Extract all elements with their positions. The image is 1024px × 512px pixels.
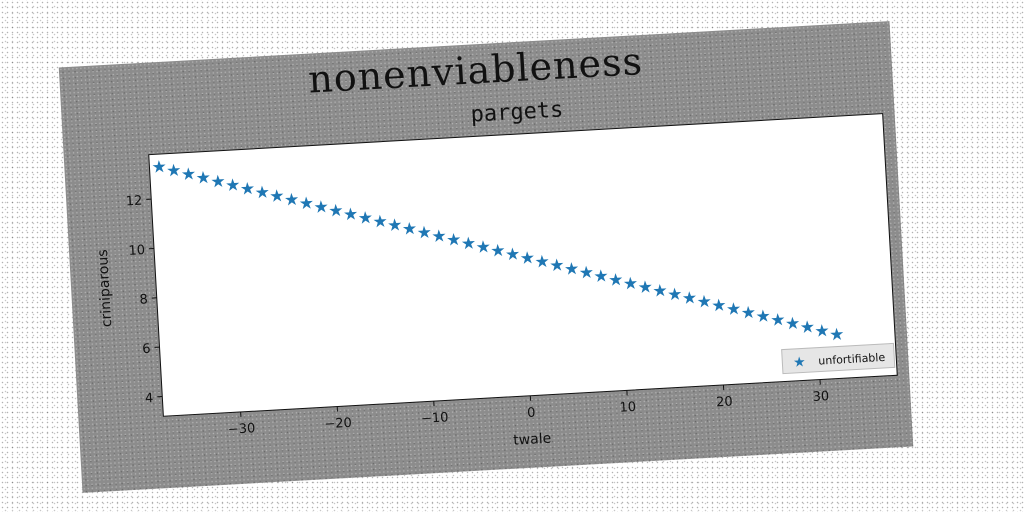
data-point: ★ xyxy=(180,164,196,185)
legend-marker: ★ xyxy=(793,354,806,371)
x-tick-label: 10 xyxy=(619,400,636,416)
data-point: ★ xyxy=(814,321,830,342)
data-point: ★ xyxy=(431,226,447,247)
y-tick-label: 6 xyxy=(142,342,151,357)
y-tick-label: 12 xyxy=(125,194,142,210)
data-point: ★ xyxy=(593,266,609,287)
data-point: ★ xyxy=(785,314,801,335)
data-point: ★ xyxy=(799,317,815,338)
data-point: ★ xyxy=(357,208,373,229)
data-point: ★ xyxy=(519,248,535,269)
x-axis-label: twale xyxy=(513,431,552,449)
y-tick-label: 10 xyxy=(128,243,145,259)
data-point: ★ xyxy=(490,241,506,262)
data-point: ★ xyxy=(387,215,403,236)
y-axis: 4 6 8 10 12 xyxy=(125,194,163,406)
data-point: ★ xyxy=(151,157,167,178)
data-point: ★ xyxy=(313,197,329,218)
x-tick-label: 0 xyxy=(527,405,536,420)
x-tick-label: 30 xyxy=(812,389,829,405)
data-point: ★ xyxy=(652,281,668,302)
data-point: ★ xyxy=(269,186,285,207)
y-tick-label: 8 xyxy=(139,292,148,307)
x-tick-label: −10 xyxy=(421,410,449,427)
data-point: ★ xyxy=(284,190,300,211)
data-point: ★ xyxy=(401,219,417,240)
legend-label: unfortifiable xyxy=(818,351,886,368)
x-tick-label: 20 xyxy=(716,394,733,410)
data-point: ★ xyxy=(696,292,712,313)
figure: nonenviableness pargets 4 6 8 10 12 −30 −20 −1… xyxy=(58,21,914,493)
data-point: ★ xyxy=(711,295,727,316)
data-point: ★ xyxy=(829,325,845,346)
data-point: ★ xyxy=(328,201,344,222)
data-point: ★ xyxy=(475,237,491,258)
data-point: ★ xyxy=(755,306,771,327)
data-point: ★ xyxy=(343,204,359,225)
data-point: ★ xyxy=(637,277,653,298)
data-point: ★ xyxy=(740,303,756,324)
x-tick-label: −20 xyxy=(324,416,352,433)
y-axis-label: criniparous xyxy=(95,249,115,328)
data-point: ★ xyxy=(460,234,476,255)
data-point: ★ xyxy=(578,263,594,284)
data-point: ★ xyxy=(534,252,550,273)
data-point: ★ xyxy=(416,223,432,244)
y-tick-label: 4 xyxy=(145,391,154,406)
data-point: ★ xyxy=(372,212,388,233)
data-point: ★ xyxy=(446,230,462,251)
data-point: ★ xyxy=(254,183,270,204)
data-point: ★ xyxy=(564,259,580,280)
data-point: ★ xyxy=(726,299,742,320)
data-point: ★ xyxy=(225,175,241,196)
x-tick-label: −30 xyxy=(227,421,255,438)
data-point: ★ xyxy=(667,285,683,306)
legend-box xyxy=(781,342,896,375)
data-point: ★ xyxy=(505,244,521,265)
data-point: ★ xyxy=(298,193,314,214)
data-point: ★ xyxy=(770,310,786,331)
data-point: ★ xyxy=(681,288,697,309)
data-point: ★ xyxy=(549,255,565,276)
data-point: ★ xyxy=(239,179,255,200)
data-point: ★ xyxy=(622,274,638,295)
data-point: ★ xyxy=(195,168,211,189)
chart-title: pargets xyxy=(470,97,564,127)
data-point: ★ xyxy=(608,270,624,291)
x-axis: −30 −20 −10 0 10 20 30 xyxy=(227,379,830,438)
data-point: ★ xyxy=(166,161,182,182)
data-point: ★ xyxy=(210,172,226,193)
series-unfortifiable: ★★★★★★★★★★★★★★★★★★★★★★★★★★★★★★★★★★★★★★★★… xyxy=(151,157,845,346)
legend: ★ unfortifiable xyxy=(781,342,896,375)
